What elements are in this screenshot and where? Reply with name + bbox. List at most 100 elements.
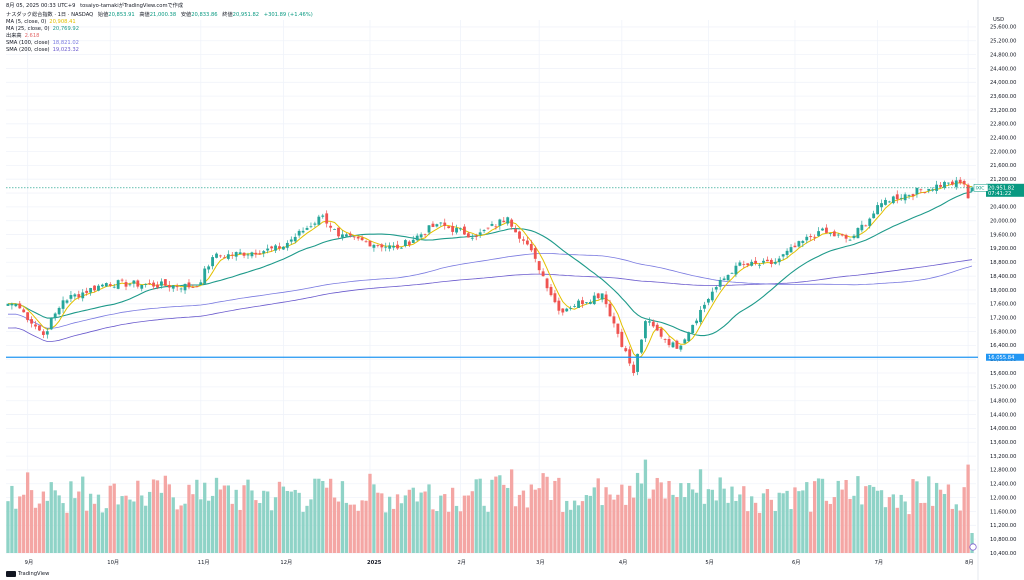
volume-bar — [340, 481, 345, 553]
change-value: +301.89 (+1.46%) — [263, 12, 313, 18]
volume-bar — [380, 493, 384, 553]
volume-bar — [966, 464, 970, 553]
indicator-label: 出来高 — [6, 33, 22, 39]
candle-body — [600, 293, 604, 300]
tradingview-icon — [6, 571, 16, 577]
candle-body — [545, 278, 549, 289]
volume-bar — [801, 490, 805, 553]
indicator-sma100[interactable]: SMA (100, close) 18,821.02 — [6, 40, 79, 47]
candle-body — [407, 241, 411, 245]
candle-body — [250, 252, 254, 257]
indicator-ma5[interactable]: MA (5, close, 0) 20,908.41 — [6, 19, 76, 26]
candle-body — [455, 228, 458, 233]
volume-bar — [14, 508, 18, 553]
candle-body — [360, 237, 364, 241]
volume-bar — [781, 493, 785, 553]
volume-bar — [769, 499, 774, 553]
candle-body — [411, 239, 415, 243]
indicator-volume[interactable]: 出来高 2.618 — [6, 33, 39, 40]
volume-bar — [651, 489, 655, 553]
volume-bar — [820, 478, 825, 553]
volume-bar — [388, 496, 392, 553]
price-tick-label: 18,800.00 — [990, 260, 1016, 266]
candle-body — [691, 324, 695, 334]
candle-body — [769, 259, 773, 265]
volume-bar — [923, 502, 927, 553]
price-tick-label: 12,800.00 — [990, 468, 1016, 474]
candle-body — [754, 260, 758, 264]
volume-bar — [159, 492, 164, 553]
indicator-label: MA (5, close, 0) — [6, 19, 47, 25]
price-tick-label: 22,400.00 — [990, 135, 1016, 141]
candle-body — [132, 280, 136, 284]
volume-bar — [836, 480, 840, 553]
time-tick-label: 9月 — [25, 559, 34, 566]
volume-bar — [454, 505, 459, 553]
candle-body — [396, 244, 399, 249]
candle-body — [120, 279, 124, 281]
volume-bar — [816, 478, 821, 553]
volume-bar — [860, 504, 864, 553]
candle-body — [533, 248, 537, 259]
price-tick-label: 23,600.00 — [990, 94, 1016, 100]
candle-body — [950, 181, 954, 185]
candle-body — [915, 187, 919, 195]
volume-bar — [407, 489, 411, 553]
volume-bar — [698, 469, 703, 553]
price-tick-label: 17,600.00 — [990, 302, 1016, 308]
volume-bar — [596, 478, 600, 553]
volume-bar — [734, 500, 738, 553]
indicator-label: MA (25, close, 0) — [6, 26, 50, 32]
volume-bar — [537, 488, 541, 553]
candle-body — [175, 286, 179, 288]
volume-bar — [328, 478, 333, 553]
candle-body — [762, 260, 765, 263]
candle-body — [498, 219, 502, 226]
volume-bar — [96, 494, 101, 553]
candle-body — [887, 201, 891, 203]
candle-body — [522, 239, 525, 241]
time-tick-label: 11月 — [198, 559, 210, 566]
volume-bar — [726, 502, 730, 553]
price-tick-label: 14,800.00 — [990, 399, 1016, 405]
candle-body — [30, 319, 33, 324]
volume-bar — [100, 512, 105, 553]
candle-body — [22, 309, 26, 313]
candle-body — [435, 224, 439, 227]
volume-bar — [364, 500, 368, 553]
brand-name: TradingView — [18, 571, 50, 577]
candle-body — [876, 205, 880, 215]
volume-bar — [927, 476, 931, 553]
candle-body — [463, 226, 466, 235]
indicator-value: 19,023.32 — [52, 47, 79, 53]
candle-body — [943, 181, 946, 188]
volume-bar — [262, 490, 266, 553]
candle-body — [891, 196, 895, 204]
countdown-label: 07:41:22 — [988, 191, 1011, 197]
candle-body — [309, 226, 313, 228]
price-tick-label: 25,600.00 — [990, 25, 1016, 31]
tradingview-logo[interactable]: TradingView — [6, 571, 49, 577]
volume-bar — [360, 500, 364, 553]
volume-bar — [124, 495, 128, 553]
indicator-ma25[interactable]: MA (25, close, 0) 20,769.92 — [6, 26, 79, 33]
indicator-sma200[interactable]: SMA (200, close) 19,023.32 — [6, 47, 79, 54]
volume-bar — [533, 489, 537, 553]
candle-body — [325, 213, 329, 224]
candle-body — [616, 323, 620, 334]
volume-bar — [108, 485, 112, 553]
candle-body — [797, 241, 801, 247]
candle-body — [765, 259, 769, 262]
volume-bar — [848, 498, 852, 553]
candle-body — [270, 246, 274, 249]
candle-body — [179, 288, 183, 290]
candle-body — [329, 225, 333, 228]
volume-bar — [356, 510, 360, 553]
event-marker-icon[interactable] — [969, 543, 977, 551]
candle-body — [490, 223, 494, 226]
volume-bar — [214, 477, 219, 553]
candle-body — [663, 339, 667, 340]
volume-bar — [840, 489, 844, 553]
candle-body — [569, 308, 573, 309]
